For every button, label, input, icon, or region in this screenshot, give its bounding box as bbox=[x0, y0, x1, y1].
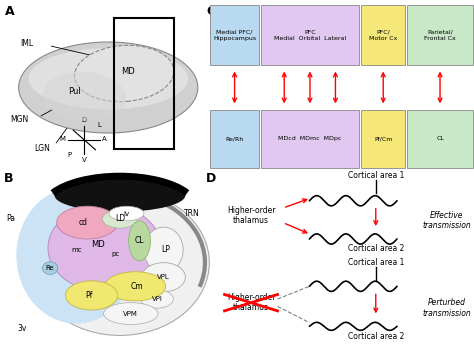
Text: Cm: Cm bbox=[131, 282, 144, 291]
Text: IML: IML bbox=[21, 39, 34, 48]
Text: Effective
transmission: Effective transmission bbox=[423, 211, 471, 231]
Text: B: B bbox=[4, 172, 14, 185]
Text: Cortical area 1: Cortical area 1 bbox=[347, 258, 404, 267]
Ellipse shape bbox=[55, 179, 185, 212]
Ellipse shape bbox=[28, 48, 188, 109]
Text: Cortical area 2: Cortical area 2 bbox=[347, 244, 404, 253]
Ellipse shape bbox=[109, 206, 144, 221]
FancyBboxPatch shape bbox=[407, 5, 473, 65]
Text: 3v: 3v bbox=[17, 324, 27, 332]
Ellipse shape bbox=[18, 42, 198, 133]
Text: Re/Rh: Re/Rh bbox=[225, 136, 244, 141]
Text: CL: CL bbox=[135, 236, 144, 245]
Ellipse shape bbox=[30, 190, 210, 335]
Text: Pf: Pf bbox=[86, 291, 93, 300]
Ellipse shape bbox=[74, 46, 174, 102]
Ellipse shape bbox=[43, 262, 58, 274]
Ellipse shape bbox=[57, 206, 118, 239]
Text: CC: CC bbox=[27, 182, 38, 191]
Text: Higher-order
thalamus: Higher-order thalamus bbox=[227, 205, 275, 225]
Text: lv: lv bbox=[123, 210, 129, 217]
Text: P: P bbox=[67, 152, 71, 158]
Ellipse shape bbox=[141, 290, 173, 308]
Text: Re: Re bbox=[46, 265, 55, 271]
Text: PFC/
Motor Cx: PFC/ Motor Cx bbox=[369, 30, 397, 41]
Text: Perturbed
transmission: Perturbed transmission bbox=[423, 299, 471, 318]
Ellipse shape bbox=[104, 303, 158, 324]
Text: A: A bbox=[102, 136, 107, 142]
Text: Cortical area 1: Cortical area 1 bbox=[347, 171, 404, 180]
Text: VPI: VPI bbox=[152, 296, 163, 302]
Text: D: D bbox=[82, 117, 87, 122]
Ellipse shape bbox=[16, 187, 137, 324]
Text: CL: CL bbox=[436, 136, 444, 141]
Text: PFC
Medial  Orbital  Lateral: PFC Medial Orbital Lateral bbox=[274, 30, 346, 41]
Text: D: D bbox=[206, 172, 216, 185]
FancyBboxPatch shape bbox=[210, 110, 259, 168]
Text: LD: LD bbox=[115, 215, 125, 223]
Text: VPM: VPM bbox=[123, 310, 138, 317]
Text: L: L bbox=[98, 122, 101, 128]
FancyBboxPatch shape bbox=[261, 5, 359, 65]
Text: MD: MD bbox=[91, 240, 105, 249]
Text: A: A bbox=[5, 5, 14, 18]
Text: Pul: Pul bbox=[68, 86, 81, 96]
Ellipse shape bbox=[65, 281, 118, 310]
Text: Pa: Pa bbox=[7, 215, 15, 223]
Ellipse shape bbox=[43, 72, 126, 121]
Text: Medial PFC/
Hippocampus: Medial PFC/ Hippocampus bbox=[213, 30, 256, 41]
Text: MD: MD bbox=[121, 67, 135, 76]
Ellipse shape bbox=[105, 272, 166, 301]
Ellipse shape bbox=[48, 204, 161, 292]
FancyBboxPatch shape bbox=[361, 5, 405, 65]
FancyBboxPatch shape bbox=[261, 110, 359, 168]
Text: MDcd  MDmc  MDpc: MDcd MDmc MDpc bbox=[278, 136, 342, 141]
Text: Pf/Cm: Pf/Cm bbox=[374, 136, 392, 141]
Ellipse shape bbox=[144, 227, 183, 273]
Text: C: C bbox=[206, 5, 215, 18]
FancyBboxPatch shape bbox=[210, 5, 259, 65]
Text: Parietal/
Frontal Cx: Parietal/ Frontal Cx bbox=[424, 30, 456, 41]
Text: VPL: VPL bbox=[157, 274, 170, 280]
Text: LP: LP bbox=[161, 245, 170, 254]
Text: TRN: TRN bbox=[184, 209, 200, 218]
Ellipse shape bbox=[128, 221, 150, 261]
Text: Cortical area 2: Cortical area 2 bbox=[347, 332, 404, 341]
Text: V: V bbox=[82, 158, 87, 163]
FancyBboxPatch shape bbox=[407, 110, 473, 168]
Text: Higher-order
thalamus: Higher-order thalamus bbox=[227, 293, 275, 313]
Ellipse shape bbox=[142, 262, 185, 292]
Text: LGN: LGN bbox=[35, 144, 50, 153]
Text: pc: pc bbox=[111, 251, 120, 257]
FancyBboxPatch shape bbox=[361, 110, 405, 168]
Ellipse shape bbox=[102, 210, 137, 228]
Text: cd: cd bbox=[78, 218, 87, 227]
Text: M: M bbox=[59, 136, 65, 142]
Text: MGN: MGN bbox=[11, 114, 29, 124]
Text: mc: mc bbox=[71, 247, 82, 253]
